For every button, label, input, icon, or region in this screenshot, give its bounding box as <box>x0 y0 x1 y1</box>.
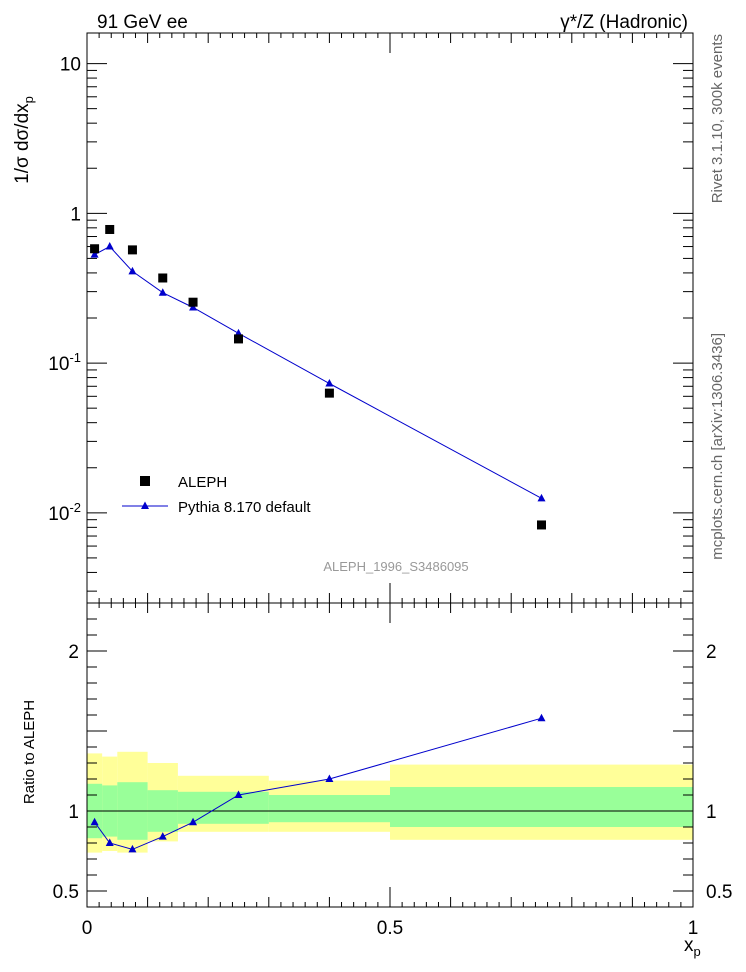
legend-data-label: ALEPH <box>178 474 227 491</box>
data-point <box>537 520 546 530</box>
header-left-label: 91 GeV ee <box>97 12 188 33</box>
ratio-mc-point <box>128 844 137 853</box>
x-tick-label: 0 <box>82 918 93 939</box>
y-tick-label: 10-2 <box>48 500 81 525</box>
analysis-watermark: ALEPH_1996_S3486095 <box>323 559 468 574</box>
data-point <box>188 297 198 307</box>
ratio-mc-point <box>189 817 198 826</box>
ratio-mc-point <box>90 817 99 826</box>
ratio-y-tick-label-left: 0.5 <box>53 882 79 903</box>
rivet-version-label: Rivet 3.1.10, 300k events <box>709 34 726 203</box>
ratio-mc-point <box>158 832 167 840</box>
x-tick-label: 0.5 <box>377 918 403 939</box>
ratio-mc-point <box>537 713 546 722</box>
uncertainty-band-inner <box>268 795 390 823</box>
ratio-mc-point <box>234 790 243 798</box>
ratio-y-tick-label-right: 2 <box>706 642 717 663</box>
data-point <box>324 388 334 398</box>
svg-text:1/σ dσ/dxp: 1/σ dσ/dxp <box>12 96 36 184</box>
mc-point <box>90 250 99 258</box>
ratio-ylabel: Ratio to ALEPH <box>21 700 38 804</box>
data-point <box>127 245 137 255</box>
mc-series-line <box>94 245 542 499</box>
legend-mc-marker <box>141 501 149 509</box>
x-tick-label: 1 <box>688 918 699 939</box>
mc-point <box>537 493 546 502</box>
ratio-y-tick-label-right: 0.5 <box>706 882 732 903</box>
y-tick-label: 10-1 <box>48 350 81 375</box>
uncertainty-band-inner <box>390 787 693 827</box>
ratio-panel: 0.5 0.51 12 20 0.5 1 <box>53 602 732 939</box>
main-panel: 10 1 10-1 10-2 <box>48 32 694 604</box>
ratio-mc-point <box>105 838 114 846</box>
ratio-mc-line <box>94 717 542 850</box>
mcplots-label: mcplots.cern.ch [arXiv:1306.3436] <box>709 333 726 560</box>
mc-point <box>189 303 198 311</box>
legend-mc-label: Pythia 8.170 default <box>178 499 311 516</box>
data-point <box>90 244 100 254</box>
ratio-y-tick-label-left: 2 <box>68 642 79 663</box>
ratio-y-tick-label-left: 1 <box>68 802 79 823</box>
mc-point <box>128 266 137 275</box>
main-frame <box>86 32 694 604</box>
data-point <box>158 273 168 283</box>
data-point <box>234 334 243 344</box>
mc-point <box>325 379 334 387</box>
ratio-mc-point <box>325 774 334 782</box>
legend: ALEPH Pythia 8.170 default <box>122 474 311 516</box>
y-tick-label: 10 <box>60 55 81 76</box>
ratio-frame <box>86 602 694 908</box>
header-right-label: γ*/Z (Hadronic) <box>560 12 688 33</box>
uncertainty-band-inner <box>177 791 269 824</box>
ratio-y-tick-label-right: 1 <box>706 802 717 823</box>
data-point <box>105 224 115 234</box>
mc-point <box>158 288 167 296</box>
legend-data-marker <box>140 476 150 486</box>
mc-point <box>105 242 114 250</box>
y-tick-label: 1 <box>70 204 81 225</box>
main-ylabel: 1/σ dσ/dxp <box>12 96 36 184</box>
